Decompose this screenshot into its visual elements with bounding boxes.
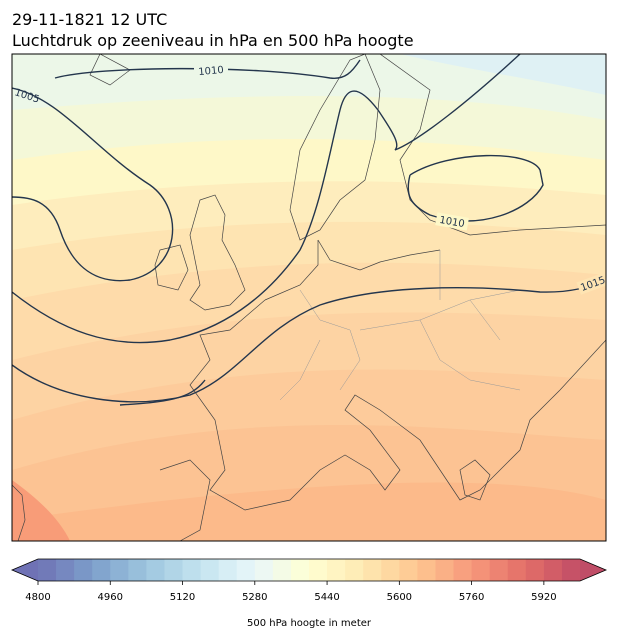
colorbar-segment <box>110 559 129 581</box>
colorbar-segment <box>290 559 310 581</box>
colorbar-segment <box>309 559 328 581</box>
isobar <box>12 279 606 403</box>
colorbar-segment <box>399 559 418 581</box>
colorbar-segment <box>507 559 527 581</box>
isobar-label: 1010 <box>438 215 465 230</box>
colorbar: 4800 4960 5120 5280 5440 5600 5760 5920 <box>10 558 608 603</box>
isobar <box>12 87 174 282</box>
isobar-label: 1010 <box>198 65 224 78</box>
colorbar-segment <box>543 559 563 581</box>
colorbar-tick-label: 5600 <box>387 592 412 603</box>
band <box>400 54 606 95</box>
title: 29-11-1821 12 UTC <box>12 10 167 29</box>
colorbar-tick-label: 5760 <box>459 592 484 603</box>
colorbar-segment <box>74 559 93 581</box>
colorbar-segment <box>381 559 400 581</box>
colorbar-segment <box>435 559 455 581</box>
isobar <box>119 379 206 406</box>
map-frame <box>11 53 607 542</box>
coast <box>289 54 381 241</box>
label-bg <box>194 64 228 78</box>
coast <box>379 54 606 236</box>
colorbar-segment <box>525 559 545 581</box>
isobar <box>407 154 544 222</box>
colorbar-segment <box>489 559 509 581</box>
colorbar-segment <box>561 559 581 581</box>
coast <box>317 239 441 271</box>
colorbar-outline <box>10 558 608 582</box>
borders <box>279 250 521 401</box>
colorbar-tick-label: 5120 <box>170 592 195 603</box>
colorbar-segment <box>92 559 111 581</box>
band <box>12 480 70 541</box>
subtitle: Luchtdruk op zeeniveau in hPa en 500 hPa… <box>12 31 414 50</box>
colorbar-segment <box>471 559 491 581</box>
colorbar-extend-high <box>580 559 606 581</box>
colorbar-segment <box>164 559 184 581</box>
coast <box>89 54 131 86</box>
colorbar-segment <box>146 559 165 581</box>
map: 1010 1005 1010 1015 <box>12 54 606 541</box>
colorbar-segment <box>327 559 346 581</box>
colorbar-segment <box>345 559 364 581</box>
coast <box>12 484 26 541</box>
colorbar-segment <box>128 559 147 581</box>
label-bg <box>576 272 606 295</box>
coast <box>189 299 606 511</box>
colorbar-tick-label: 5920 <box>531 592 556 603</box>
colorbar-segment <box>272 559 292 581</box>
coast <box>154 244 189 291</box>
colorbar-tick-label: 5440 <box>314 592 339 603</box>
colorbar-tick-label: 4960 <box>98 592 123 603</box>
coastlines <box>12 54 606 541</box>
colorbar-segment <box>218 559 238 581</box>
colorbar-tick-label: 5280 <box>242 592 267 603</box>
colorbar-extend-low <box>12 559 38 581</box>
colorbar-segment <box>56 559 75 581</box>
colorbar-segment <box>363 559 382 581</box>
colorbar-segment <box>38 559 57 581</box>
label-bg <box>435 212 469 231</box>
coast <box>189 194 246 311</box>
isobar <box>12 54 521 344</box>
colorbar-segment <box>182 559 202 581</box>
isobar <box>54 59 361 79</box>
colorbar-segment <box>236 559 256 581</box>
coast <box>159 459 211 541</box>
band <box>12 54 606 120</box>
colorbar-segment <box>200 559 220 581</box>
colorbar-segment <box>453 559 473 581</box>
colorbar-label: 500 hPa hoogte in meter <box>247 618 372 629</box>
colorbar-segment <box>417 559 436 581</box>
coast <box>264 240 319 301</box>
coast <box>459 459 491 501</box>
colorbar-segment <box>254 559 274 581</box>
colorbar-tick-label: 4800 <box>25 592 50 603</box>
